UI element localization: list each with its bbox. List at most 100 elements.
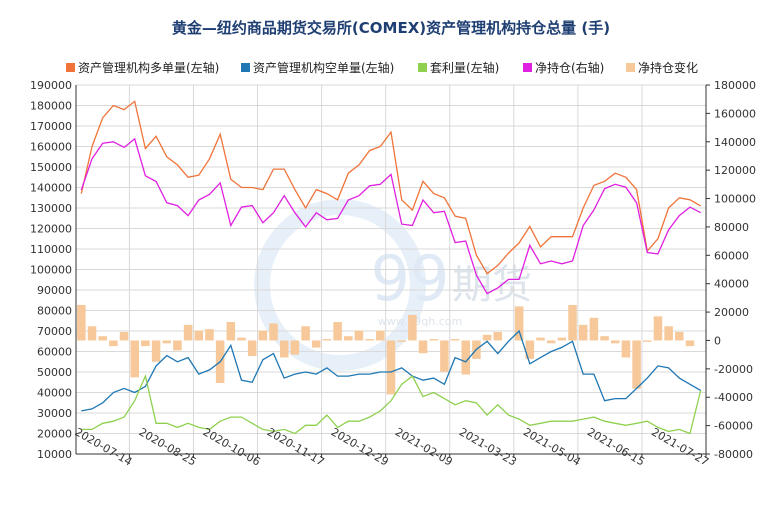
legend-swatch-long <box>66 63 75 72</box>
right-tick-label: 140000 <box>714 136 756 149</box>
bar-net_change <box>311 340 321 348</box>
left-tick-label: 40000 <box>37 387 72 400</box>
left-tick-label: 80000 <box>37 305 72 318</box>
x-tick-label: 2021-06-15 <box>585 425 647 468</box>
bar-net_change <box>247 340 257 357</box>
left-tick-label: 30000 <box>37 407 72 420</box>
left-tick-label: 70000 <box>37 325 72 338</box>
left-tick-label: 90000 <box>37 284 72 297</box>
right-tick-label: 20000 <box>714 306 749 319</box>
legend-label-short: 资产管理机构空单量(左轴) <box>253 60 394 75</box>
right-tick-label: 60000 <box>714 249 749 262</box>
left-tick-label: 20000 <box>37 428 72 441</box>
bar-net_change <box>675 331 684 341</box>
bar-net_change <box>450 339 460 341</box>
bar-net_change <box>109 340 118 347</box>
bar-net_change <box>514 306 524 341</box>
legend-label-arb: 套利量(左轴) <box>430 60 499 75</box>
bar-net_change <box>386 340 396 395</box>
left-tick-label: 170000 <box>30 120 72 133</box>
left-tick-label: 130000 <box>30 202 72 215</box>
bar-net_change <box>643 340 652 342</box>
bar-net_change <box>440 340 449 372</box>
left-tick-label: 60000 <box>37 346 72 359</box>
bar-net_change <box>664 326 673 341</box>
series-lines <box>80 100 702 435</box>
x-tick-label: 2020-11-17 <box>265 425 327 468</box>
x-tick-label: 2021-05-04 <box>521 425 583 468</box>
bar-net_change <box>119 331 129 341</box>
bar-net_change <box>525 340 535 359</box>
bar-net_change <box>301 326 310 341</box>
left-tick-label: 120000 <box>30 223 72 236</box>
left-tick-label: 150000 <box>30 161 72 174</box>
left-tick-label: 190000 <box>30 79 72 92</box>
bar-net_change <box>578 324 588 341</box>
watermark-cn: 期货 <box>452 262 532 308</box>
right-tick-label: 120000 <box>714 164 756 177</box>
bar-net_change <box>621 340 631 358</box>
bar-net_change <box>237 337 246 341</box>
right-tick-label: 100000 <box>714 193 756 206</box>
bar-net_change <box>354 330 364 341</box>
line-net <box>80 137 702 295</box>
grid <box>76 84 707 455</box>
bar-net_change <box>429 339 438 341</box>
left-tick-label: 100000 <box>30 264 72 277</box>
bar-net_change <box>322 339 332 341</box>
left-tick-label: 140000 <box>30 182 72 195</box>
bar-net_change <box>461 340 471 375</box>
right-tick-label: -80000 <box>714 448 753 461</box>
bar-net_change <box>610 340 620 344</box>
bar-net_change <box>568 304 577 341</box>
x-tick-label: 2021-07-27 <box>649 425 711 468</box>
bar-net_change <box>493 331 503 341</box>
bar-net_change <box>418 340 428 354</box>
bar-net_change <box>408 314 417 341</box>
right-tick-label: 80000 <box>714 221 749 234</box>
bar-net_change <box>290 340 300 355</box>
legend-swatch-short <box>241 63 250 72</box>
bar-net_change <box>173 340 182 351</box>
right-tick-label: -60000 <box>714 420 753 433</box>
bar-net_change <box>205 329 214 341</box>
x-tick-label: 2021-03-23 <box>457 425 519 468</box>
bar-net_change <box>162 340 172 344</box>
bar-net_change <box>77 304 86 341</box>
watermark-url: www.99qh.com <box>378 315 462 328</box>
right-tick-label: -40000 <box>714 391 753 404</box>
bar-net_change <box>376 330 385 341</box>
bar-net_change <box>98 336 107 341</box>
bar-net_change <box>130 340 139 378</box>
watermark-ring <box>254 199 426 371</box>
bar-net_change <box>258 330 268 341</box>
legend-swatch-arb <box>418 63 427 72</box>
legend-swatch-net_change <box>626 63 635 72</box>
bar-net_change <box>183 324 193 341</box>
line-short <box>81 329 702 412</box>
bar-net_change <box>269 323 278 341</box>
x-tick-label: 2020-08-25 <box>137 425 199 468</box>
line-arb <box>81 374 702 435</box>
chart-title: 黄金—纽约商品期货交易所(COMEX)资产管理机构持仓总量 (手) <box>172 19 610 37</box>
bar-net_change <box>365 339 374 341</box>
bar-net_change <box>194 330 204 341</box>
left-tick-label: 10000 <box>37 448 72 461</box>
bar-net_change <box>279 340 289 358</box>
bar-net_change <box>600 336 609 341</box>
bar-net_change <box>344 336 353 341</box>
right-tick-label: 0 <box>714 334 721 347</box>
legend-label-net_change: 净持仓变化 <box>638 60 698 75</box>
bar-net_change <box>653 316 663 341</box>
line-long <box>80 100 702 275</box>
legend: 资产管理机构多单量(左轴) 资产管理机构空单量(左轴) 套利量(左轴) 净持仓(右轴)… <box>66 60 698 75</box>
bar-net_change <box>141 340 150 347</box>
watermark-main: 99 <box>371 242 450 315</box>
legend-swatch-net <box>523 63 532 72</box>
legend-label-net: 净持仓(右轴) <box>535 60 604 75</box>
right-tick-label: -20000 <box>714 363 753 376</box>
right-tick-label: 160000 <box>714 107 756 120</box>
bar-net_change <box>333 322 342 341</box>
